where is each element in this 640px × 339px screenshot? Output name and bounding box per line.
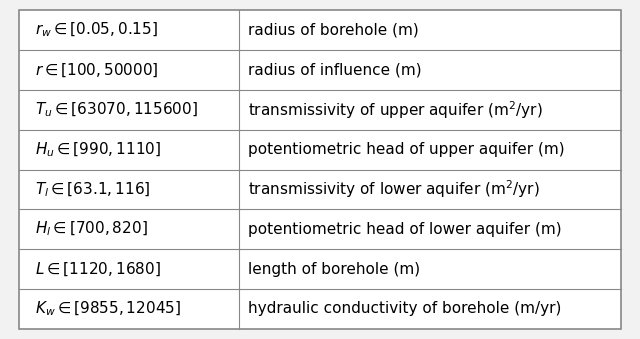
Text: radius of borehole (m): radius of borehole (m) (248, 23, 419, 38)
Text: $r \in [100, 50000]$: $r \in [100, 50000]$ (35, 61, 159, 79)
Text: $H_u \in [990, 1110]$: $H_u \in [990, 1110]$ (35, 140, 161, 159)
Text: radius of influence (m): radius of influence (m) (248, 62, 422, 77)
Text: length of borehole (m): length of borehole (m) (248, 262, 420, 277)
Text: $K_w \in [9855, 12045]$: $K_w \in [9855, 12045]$ (35, 300, 181, 318)
Text: potentiometric head of upper aquifer (m): potentiometric head of upper aquifer (m) (248, 142, 565, 157)
Text: $T_l \in [63.1, 116]$: $T_l \in [63.1, 116]$ (35, 180, 150, 199)
Text: $T_u \in [63070, 115600]$: $T_u \in [63070, 115600]$ (35, 101, 198, 119)
Text: $L \in [1120, 1680]$: $L \in [1120, 1680]$ (35, 260, 161, 278)
Text: hydraulic conductivity of borehole (m/yr): hydraulic conductivity of borehole (m/yr… (248, 301, 562, 316)
Text: transmissivity of lower aquifer $(\mathrm{m}^2/\mathrm{yr})$: transmissivity of lower aquifer $(\mathr… (248, 179, 540, 200)
Text: potentiometric head of lower aquifer (m): potentiometric head of lower aquifer (m) (248, 222, 562, 237)
Text: $H_l \in [700, 820]$: $H_l \in [700, 820]$ (35, 220, 148, 238)
Text: transmissivity of upper aquifer $(\mathrm{m}^2/\mathrm{yr})$: transmissivity of upper aquifer $(\mathr… (248, 99, 543, 121)
Text: $r_w \in [0.05, 0.15]$: $r_w \in [0.05, 0.15]$ (35, 21, 158, 39)
